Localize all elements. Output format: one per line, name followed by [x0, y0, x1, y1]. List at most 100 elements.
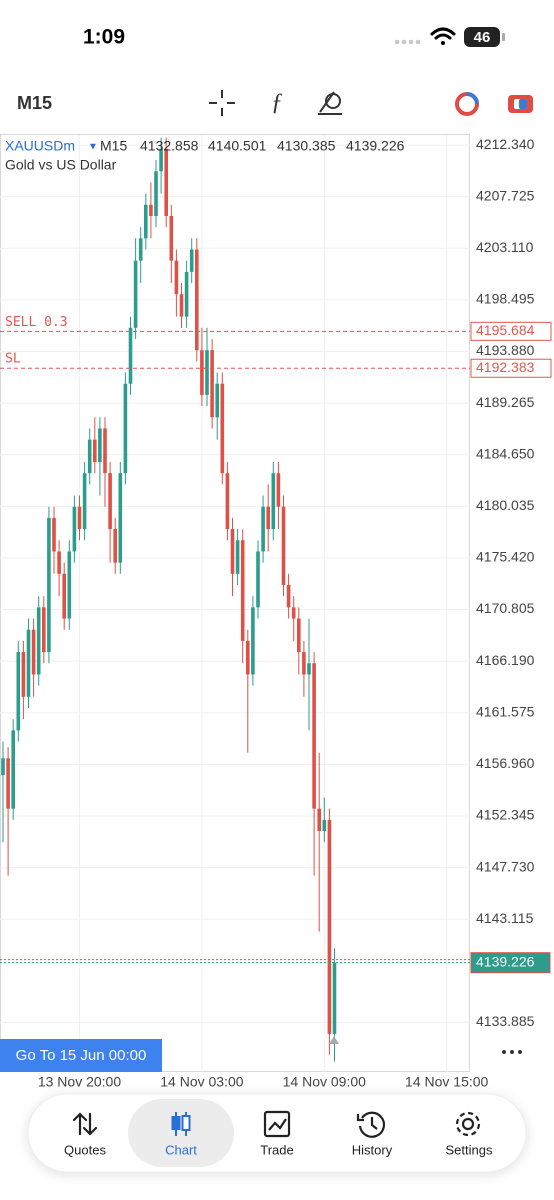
y-tick-label: 4175.420 [476, 549, 535, 565]
candle-body [312, 663, 316, 809]
order-price-box [470, 321, 552, 341]
candle-body [174, 260, 179, 295]
candle-body [271, 473, 276, 530]
battery-tip [502, 33, 505, 41]
y-tick-label: 4193.880 [476, 342, 535, 358]
candle-body [6, 758, 10, 809]
candle-body [235, 540, 240, 574]
candle-body [149, 204, 153, 216]
one-click-toggle[interactable] [508, 95, 533, 113]
y-tick-label: 4166.190 [476, 652, 535, 668]
candle-body [332, 962, 337, 1034]
battery-level: 46 [474, 29, 491, 46]
objects-tool[interactable] [318, 91, 342, 115]
candle-body [52, 517, 56, 552]
candle-body [93, 439, 97, 462]
plot-frame [0, 134, 470, 1072]
x-tick-label: 14 Nov 09:00 [283, 1074, 366, 1090]
candle-body [266, 506, 270, 530]
status-time: 1:09 [83, 26, 125, 49]
symbol-dropdown[interactable]: ▼ [88, 142, 98, 153]
signal-dots [394, 39, 421, 45]
header-close: 4139.226 [346, 138, 405, 154]
candle-body [98, 428, 102, 462]
header-low: 4130.385 [277, 138, 336, 154]
nav-label[interactable]: Trade [260, 1142, 293, 1157]
candle-body [82, 473, 87, 530]
quotes-icon[interactable] [72, 1112, 98, 1136]
candle-body [200, 350, 204, 395]
header-timeframe: M15 [100, 138, 127, 154]
x-tick-label: 14 Nov 15:00 [405, 1074, 488, 1090]
candle-body [36, 607, 41, 675]
candle-body [251, 607, 255, 675]
history-icon[interactable] [356, 1111, 386, 1138]
nav-active-pill [128, 1099, 234, 1167]
candle-body [42, 607, 46, 653]
candle-body [261, 506, 265, 552]
order-price-box [470, 358, 552, 378]
candle-body [26, 629, 31, 697]
candle-body [297, 618, 301, 653]
settings-icon[interactable] [455, 1111, 481, 1137]
trade-icon[interactable] [263, 1110, 291, 1138]
symbol[interactable]: XAUUSDm [5, 138, 75, 154]
nav-labels: Quotes Chart Trade History Settings [64, 1142, 493, 1157]
candle-body [108, 473, 112, 530]
candle-body [225, 473, 230, 530]
wifi-icon [430, 27, 456, 45]
candle-body [87, 439, 92, 474]
y-tick-label: 4207.725 [476, 187, 535, 203]
header-open: 4132.858 [140, 138, 199, 154]
nav-label[interactable]: Quotes [64, 1142, 106, 1157]
trade-toggle[interactable] [455, 92, 479, 116]
candle-body [220, 383, 225, 474]
more-menu[interactable] [502, 1050, 522, 1054]
crosshair-tool[interactable] [209, 90, 235, 116]
candle-body [62, 573, 66, 619]
candle-body [77, 506, 82, 530]
candle-body [118, 473, 123, 563]
y-tick-label: 4180.035 [476, 497, 535, 513]
indicators-tool[interactable]: ƒ [271, 90, 283, 116]
y-tick-label: 4133.885 [476, 1013, 535, 1029]
candle-body [133, 260, 138, 328]
candle-body [322, 819, 327, 832]
candle-body [179, 294, 184, 317]
candle-body [276, 473, 281, 507]
y-tick-label: 4189.265 [476, 394, 535, 410]
header-high: 4140.501 [208, 138, 267, 154]
candle-body [215, 383, 219, 418]
go-to-label[interactable]: Go To 15 Jun 00:00 [16, 1047, 147, 1064]
candle-body [113, 529, 117, 563]
battery [464, 27, 500, 47]
last-price-label: 4139.226 [476, 953, 535, 969]
y-tick-label: 4147.730 [476, 858, 535, 874]
candle-body [184, 271, 189, 317]
candle-body [205, 350, 209, 395]
candle-body [138, 238, 143, 261]
y-tick-label: 4170.805 [476, 600, 535, 616]
candle-body [1, 758, 5, 776]
order-price-label: 4195.684 [476, 322, 535, 338]
nav-label[interactable]: Chart [165, 1142, 197, 1157]
y-tick-label: 4152.345 [476, 807, 535, 823]
y-tick-label: 4203.110 [476, 239, 534, 255]
timeframe-button[interactable]: M15 [17, 93, 52, 113]
x-tick-label: 13 Nov 20:00 [38, 1074, 121, 1090]
candle-body [256, 551, 260, 608]
nav-label[interactable]: Settings [446, 1142, 493, 1157]
order-price-label: 4192.383 [476, 359, 535, 375]
candle-body [169, 215, 174, 261]
candle-body [57, 551, 61, 574]
go-to-button[interactable] [0, 1039, 162, 1072]
nav-bar [27, 1093, 527, 1173]
y-tick-label: 4161.575 [476, 703, 535, 719]
nav-label[interactable]: History [352, 1142, 393, 1157]
candle-body [123, 383, 128, 474]
candle-body [230, 529, 235, 574]
candle-body [307, 663, 311, 675]
candle-body [11, 730, 15, 809]
candle-body [281, 506, 286, 585]
chart-icon[interactable] [171, 1112, 191, 1136]
